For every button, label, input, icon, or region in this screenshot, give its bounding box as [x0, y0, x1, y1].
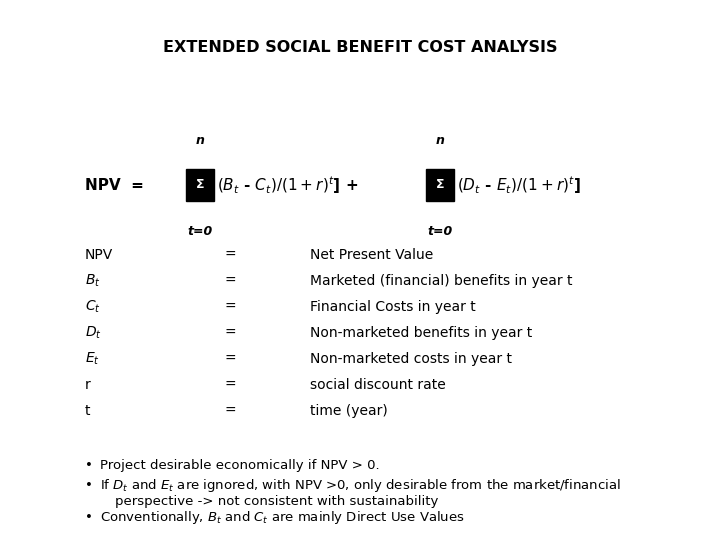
- Text: social discount rate: social discount rate: [310, 378, 446, 392]
- Text: $E_t$: $E_t$: [85, 351, 100, 367]
- Text: Σ: Σ: [196, 179, 204, 192]
- Text: time (year): time (year): [310, 404, 388, 418]
- Text: NPV: NPV: [85, 248, 113, 262]
- Text: Non-marketed benefits in year t: Non-marketed benefits in year t: [310, 326, 532, 340]
- Text: =: =: [224, 248, 236, 262]
- Text: Non-marketed costs in year t: Non-marketed costs in year t: [310, 352, 512, 366]
- Text: t: t: [85, 404, 91, 418]
- Text: $D_t$: $D_t$: [85, 325, 102, 341]
- Text: n: n: [196, 133, 204, 146]
- Text: =: =: [224, 378, 236, 392]
- Text: •: •: [85, 478, 93, 491]
- Text: =: =: [224, 352, 236, 366]
- Text: t=0: t=0: [428, 225, 453, 238]
- Text: $(D_t$ - $E_t)/(1+r)^t$]: $(D_t$ - $E_t)/(1+r)^t$]: [457, 174, 580, 196]
- Text: EXTENDED SOCIAL BENEFIT COST ANALYSIS: EXTENDED SOCIAL BENEFIT COST ANALYSIS: [163, 40, 557, 55]
- Text: t=0: t=0: [187, 225, 212, 238]
- Text: $C_t$: $C_t$: [85, 299, 101, 315]
- Text: Conventionally, $B_t$ and $C_t$ are mainly Direct Use Values: Conventionally, $B_t$ and $C_t$ are main…: [100, 509, 464, 525]
- Text: =: =: [224, 404, 236, 418]
- Text: •: •: [85, 458, 93, 471]
- FancyBboxPatch shape: [186, 169, 214, 201]
- Text: If $D_t$ and $E_t$ are ignored, with NPV >0, only desirable from the market/fina: If $D_t$ and $E_t$ are ignored, with NPV…: [100, 476, 621, 494]
- Text: $B_t$: $B_t$: [85, 273, 101, 289]
- Text: •: •: [85, 510, 93, 523]
- Text: r: r: [85, 378, 91, 392]
- Text: Net Present Value: Net Present Value: [310, 248, 433, 262]
- Text: perspective -> not consistent with sustainability: perspective -> not consistent with susta…: [115, 495, 438, 508]
- Text: =: =: [224, 300, 236, 314]
- Text: Marketed (financial) benefits in year t: Marketed (financial) benefits in year t: [310, 274, 572, 288]
- Text: n: n: [436, 133, 444, 146]
- Text: NPV  =: NPV =: [85, 178, 144, 192]
- Text: Financial Costs in year t: Financial Costs in year t: [310, 300, 476, 314]
- Text: Σ: Σ: [436, 179, 444, 192]
- Text: $(B_t$ - $C_t)/(1+r)^t$] +: $(B_t$ - $C_t)/(1+r)^t$] +: [217, 174, 358, 196]
- Text: Project desirable economically if NPV > 0.: Project desirable economically if NPV > …: [100, 458, 379, 471]
- Text: =: =: [224, 326, 236, 340]
- FancyBboxPatch shape: [426, 169, 454, 201]
- Text: =: =: [224, 274, 236, 288]
